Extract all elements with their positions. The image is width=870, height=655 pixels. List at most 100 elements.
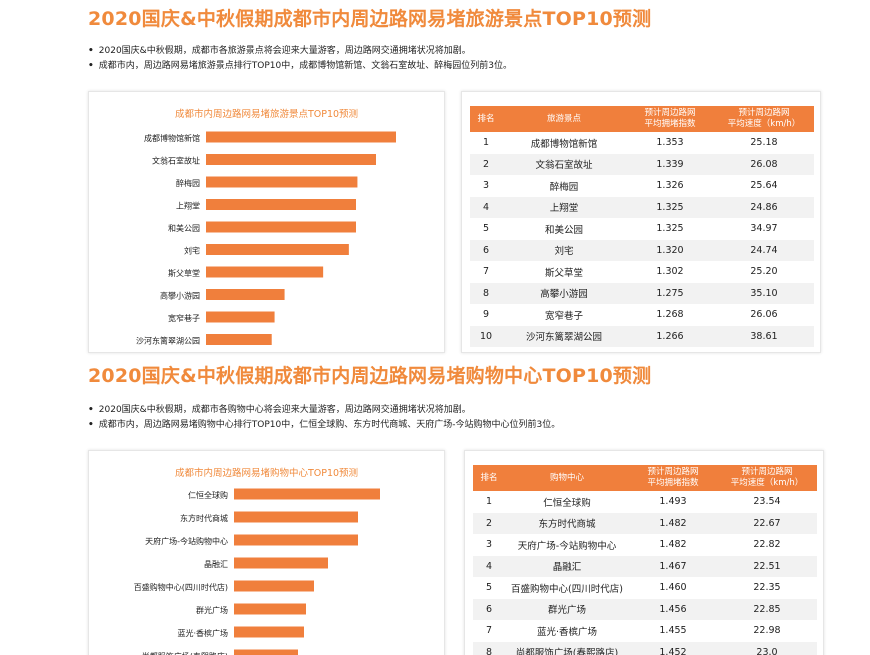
category-label: 高攀小游园 (160, 291, 200, 301)
table-cell: 23.0 (717, 641, 817, 655)
table-header-cell: 排名 (470, 106, 502, 132)
bar (206, 289, 285, 300)
table-header-cell: 预计周边路网 平均速度（km/h） (714, 106, 814, 132)
table-cell: 38.61 (714, 325, 814, 348)
bar (234, 603, 306, 615)
table2: 排名 购物中心 预计周边路网 平均拥堵指数 预计周边路网 平均速度（km/h） 1 仁恒全球… (473, 465, 817, 655)
chart1-panel: 成都市内周边路网易堵旅游景点TOP10预测 成都博物馆新馆 文翁石室故址 醉梅园 上翔… (88, 91, 445, 353)
table-header-cell: 预计周边路网 平均拥堵指数 (626, 106, 714, 132)
table-cell: 1.467 (629, 555, 717, 578)
table-row: 7 斯父草堂 1.302 25.20 (470, 261, 814, 283)
table-cell: 26.06 (714, 304, 814, 326)
bar (234, 534, 358, 546)
category-label: 蓝光·香槟广场 (177, 628, 228, 638)
category-label: 成都博物馆新馆 (144, 133, 200, 143)
bar (206, 334, 272, 345)
table-cell: 25.20 (714, 261, 814, 283)
table-row: 2 文翁石室故址 1.339 26.08 (470, 153, 814, 176)
table-cell: 25.18 (714, 132, 814, 154)
category-label: 文翁石室故址 (152, 156, 200, 166)
table-cell: 25.64 (714, 175, 814, 197)
table-cell: 34.97 (714, 218, 814, 240)
table-cell: 24.86 (714, 196, 814, 219)
category-label: 宽窄巷子 (168, 313, 200, 323)
table-cell: 天府广场-今站购物中心 (505, 534, 629, 556)
table-cell: 上翔堂 (502, 196, 626, 219)
bullet-item: 成都市内，周边路网易堵购物中心排行TOP10中，仁恒全球购、东方时代商城、天府广… (88, 418, 560, 433)
table-cell: 尚都服饰广场(春熙路店) (505, 641, 629, 655)
bar (206, 266, 324, 278)
chart2-title: 成都市内周边路网易堵购物中心TOP10预测 (174, 468, 359, 479)
table-cell: 1.266 (626, 325, 714, 348)
bullet-item: 2020国庆&中秋假期，成都市各购物中心将会迎来大量游客，周边路网交通拥堵状况将… (88, 403, 560, 418)
bar (234, 649, 298, 655)
table-cell: 22.82 (717, 534, 817, 556)
table-cell: 22.35 (717, 577, 817, 599)
table-cell: 22.67 (717, 512, 817, 535)
table-cell: 沙河东篱翠湖公园 (502, 325, 626, 348)
category-label: 百盛购物中心(四川时代店) (134, 582, 228, 592)
table-cell: 醉梅园 (502, 175, 626, 197)
category-label: 刘宅 (184, 246, 200, 256)
table-cell: 24.74 (714, 239, 814, 262)
table-cell: 晶融汇 (505, 555, 629, 578)
table-cell: 1.320 (626, 239, 714, 262)
table-cell: 3 (473, 534, 505, 556)
table-row: 4 上翔堂 1.325 24.86 (470, 196, 814, 219)
table-row: 5 百盛购物中心(四川时代店) 1.460 22.35 (473, 577, 817, 599)
table-cell: 4 (473, 555, 505, 578)
table-row: 3 天府广场-今站购物中心 1.482 22.82 (473, 534, 817, 556)
table-cell: 1 (470, 132, 502, 154)
table-cell: 9 (470, 304, 502, 326)
table-cell: 22.98 (717, 620, 817, 642)
table-cell: 东方时代商城 (505, 512, 629, 535)
table-cell: 刘宅 (502, 239, 626, 262)
table-cell: 10 (470, 325, 502, 348)
table-cell: 1.452 (629, 641, 717, 655)
bar (234, 626, 304, 638)
table-cell: 7 (473, 620, 505, 642)
table-cell: 4 (470, 196, 502, 219)
table-header-cell: 预计周边路网 平均拥堵指数 (629, 465, 717, 491)
bar (234, 580, 314, 592)
table-cell: 成都博物馆新馆 (502, 132, 626, 154)
section2-bullets: 2020国庆&中秋假期，成都市各购物中心将会迎来大量游客，周边路网交通拥堵状况将… (88, 403, 560, 433)
category-label: 东方时代商城 (180, 513, 228, 523)
bullet-item: 2020国庆&中秋假期，成都市各旅游景点将会迎来大量游客，周边路网交通拥堵状况将… (88, 44, 512, 59)
table-cell: 1.302 (626, 261, 714, 283)
category-label: 晶融汇 (204, 559, 228, 569)
table-row: 6 群光广场 1.456 22.85 (473, 598, 817, 621)
table-cell: 1 (473, 491, 505, 513)
table2-panel: 排名 购物中心 预计周边路网 平均拥堵指数 预计周边路网 平均速度（km/h） 1 仁恒全球… (464, 450, 824, 655)
bar (206, 131, 396, 143)
bar (206, 199, 356, 210)
table-cell: 群光广场 (505, 598, 629, 621)
table-cell: 6 (470, 239, 502, 262)
table-cell: 仁恒全球购 (505, 491, 629, 513)
table-cell: 7 (470, 261, 502, 283)
category-label: 群光广场 (196, 605, 228, 615)
table1: 排名 旅游景点 预计周边路网 平均拥堵指数 预计周边路网 平均速度（km/h） 1 成都博物… (470, 106, 814, 348)
table-row: 1 仁恒全球购 1.493 23.54 (473, 491, 817, 513)
category-label: 沙河东篱翠湖公园 (136, 336, 200, 346)
table-cell: 22.51 (717, 555, 817, 578)
table-cell: 1.353 (626, 132, 714, 154)
table-cell: 1.482 (629, 534, 717, 556)
bar (206, 176, 358, 188)
table-cell: 1.460 (629, 577, 717, 599)
table-header-cell: 旅游景点 (502, 106, 626, 132)
table-cell: 文翁石室故址 (502, 153, 626, 176)
table-row: 7 蓝光·香槟广场 1.455 22.98 (473, 620, 817, 642)
bar (206, 221, 356, 233)
table-header-cell: 预计周边路网 平均速度（km/h） (717, 465, 817, 491)
table-cell: 1.456 (629, 598, 717, 621)
table-row: 10 沙河东篱翠湖公园 1.266 38.61 (470, 325, 814, 348)
table-cell: 5 (470, 218, 502, 240)
bar (234, 488, 380, 500)
table-cell: 1.326 (626, 175, 714, 197)
bar (206, 311, 275, 323)
table-cell: 22.85 (717, 598, 817, 621)
table-row: 3 醉梅园 1.326 25.64 (470, 175, 814, 197)
category-label: 醉梅园 (176, 178, 200, 188)
